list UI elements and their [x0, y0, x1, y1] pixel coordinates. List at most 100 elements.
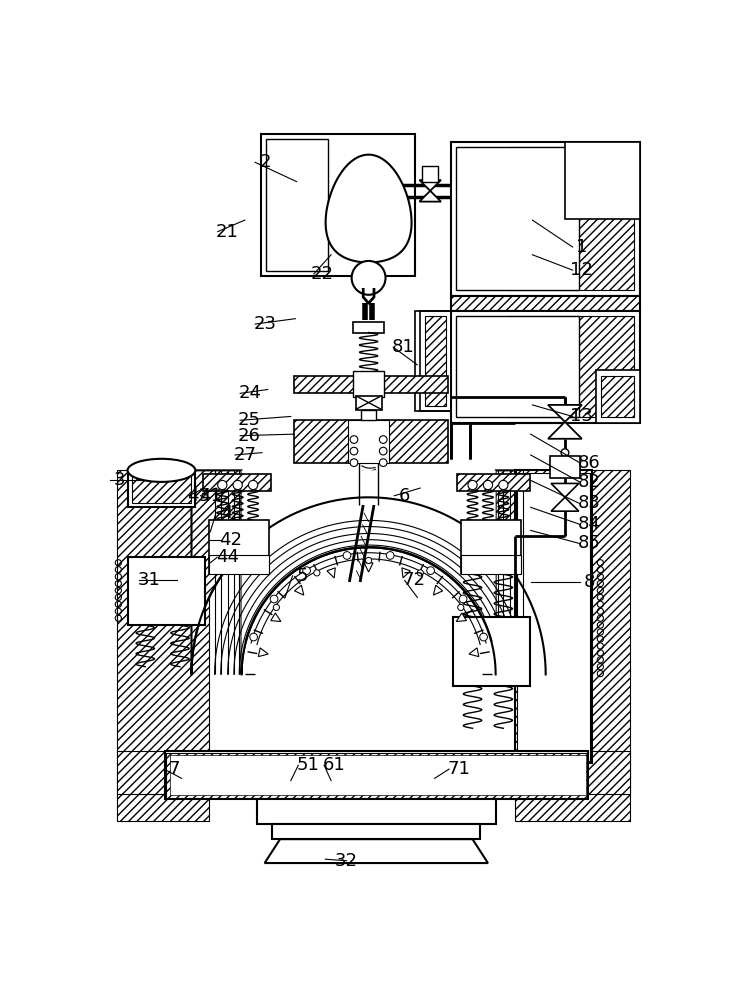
Text: 85: 85	[577, 534, 600, 552]
Polygon shape	[258, 648, 268, 657]
Circle shape	[561, 449, 568, 456]
Circle shape	[427, 567, 435, 574]
Polygon shape	[327, 568, 335, 578]
Bar	[457, 474, 530, 491]
Text: 44: 44	[216, 548, 239, 566]
Polygon shape	[402, 568, 410, 578]
Text: 86: 86	[577, 454, 600, 472]
Polygon shape	[264, 839, 488, 863]
Polygon shape	[551, 497, 579, 511]
Text: 84: 84	[577, 515, 600, 533]
Bar	[461, 555, 521, 574]
Polygon shape	[191, 470, 546, 674]
Bar	[451, 142, 639, 296]
Circle shape	[483, 480, 492, 490]
Bar	[515, 470, 592, 763]
Bar	[209, 555, 269, 574]
Text: 12: 12	[570, 261, 592, 279]
Text: 23: 23	[253, 315, 276, 333]
Text: 72: 72	[403, 571, 426, 589]
Polygon shape	[419, 191, 441, 202]
Bar	[294, 420, 448, 463]
Circle shape	[249, 480, 258, 490]
Ellipse shape	[128, 459, 196, 482]
Bar	[601, 376, 634, 417]
Circle shape	[480, 633, 487, 641]
Text: 3: 3	[114, 471, 125, 489]
Text: 24: 24	[239, 384, 262, 402]
Bar	[257, 799, 496, 824]
Circle shape	[386, 552, 394, 559]
Bar	[203, 474, 271, 491]
Bar	[117, 751, 630, 794]
Circle shape	[379, 447, 387, 455]
Bar	[266, 139, 328, 271]
Bar	[164, 751, 588, 799]
Bar	[420, 311, 451, 411]
Polygon shape	[551, 483, 579, 497]
Bar	[348, 420, 389, 463]
Circle shape	[350, 459, 358, 466]
Bar	[517, 473, 589, 761]
Text: 81: 81	[391, 338, 415, 356]
Circle shape	[458, 604, 464, 610]
Text: 6: 6	[399, 487, 410, 505]
Bar	[461, 520, 521, 574]
Circle shape	[418, 570, 424, 576]
Text: 42: 42	[219, 531, 242, 549]
Text: 22: 22	[311, 265, 334, 283]
Text: 51: 51	[297, 756, 320, 774]
Bar	[456, 147, 579, 290]
Text: 32: 32	[335, 852, 358, 870]
Bar	[209, 520, 269, 574]
Text: 25: 25	[238, 411, 261, 429]
Bar	[353, 371, 384, 397]
Bar	[507, 147, 634, 290]
Bar	[132, 474, 190, 503]
Bar	[128, 557, 205, 625]
Polygon shape	[433, 585, 443, 595]
Text: 41: 41	[199, 487, 222, 505]
Circle shape	[217, 480, 227, 490]
Circle shape	[233, 480, 242, 490]
Text: 61: 61	[323, 756, 345, 774]
Bar	[451, 296, 639, 311]
Circle shape	[459, 595, 467, 603]
Circle shape	[303, 567, 311, 574]
Circle shape	[365, 557, 372, 564]
Bar	[170, 755, 586, 795]
Bar	[507, 316, 634, 417]
Bar	[294, 376, 448, 393]
Circle shape	[379, 436, 387, 443]
Text: 82: 82	[577, 473, 600, 491]
Text: 26: 26	[238, 427, 261, 445]
Text: 27: 27	[233, 446, 256, 464]
Text: 71: 71	[447, 760, 470, 778]
Bar	[515, 470, 630, 821]
Bar	[423, 166, 438, 182]
Polygon shape	[469, 648, 479, 657]
Text: 1: 1	[576, 238, 587, 256]
Polygon shape	[241, 470, 496, 674]
Bar	[361, 410, 376, 420]
Bar	[415, 311, 451, 411]
Polygon shape	[326, 155, 412, 262]
Text: 7: 7	[169, 760, 180, 778]
Circle shape	[343, 552, 351, 559]
Text: 43: 43	[187, 487, 210, 505]
Bar	[261, 134, 415, 276]
Polygon shape	[270, 613, 281, 622]
Polygon shape	[548, 422, 582, 439]
Circle shape	[314, 570, 320, 576]
Circle shape	[249, 633, 258, 641]
Circle shape	[352, 261, 385, 295]
Text: 8: 8	[584, 573, 595, 591]
Bar	[425, 316, 447, 406]
Text: 5: 5	[297, 567, 308, 585]
Text: 2: 2	[259, 153, 270, 171]
Bar	[356, 396, 382, 410]
Bar	[565, 142, 639, 219]
Bar	[596, 370, 639, 423]
Bar	[128, 470, 196, 507]
Polygon shape	[364, 563, 373, 572]
